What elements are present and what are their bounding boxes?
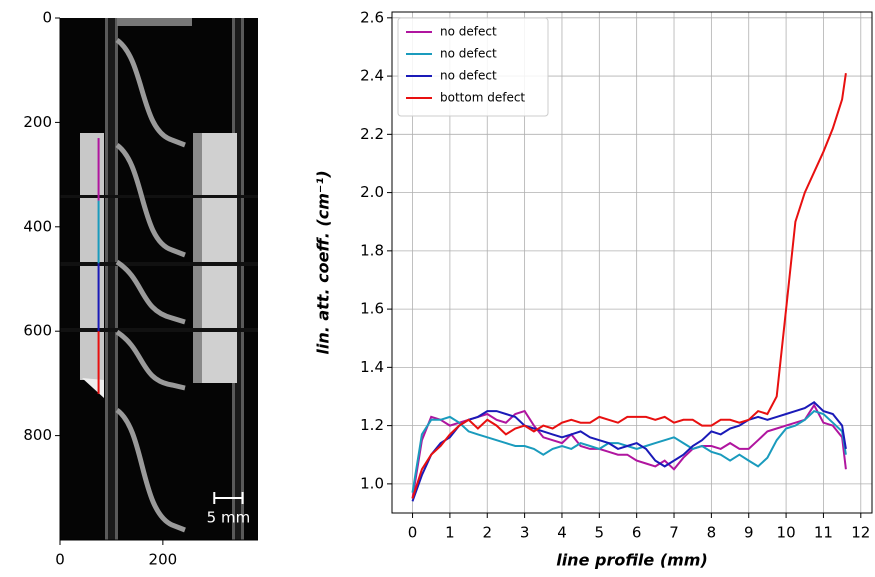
x-tick-label: 3 <box>520 524 530 542</box>
y-tick-label: 400 <box>23 217 52 235</box>
y-tick-label: 800 <box>23 426 52 444</box>
y-tick-label: 1.4 <box>360 358 384 376</box>
x-tick-label: 10 <box>777 524 796 542</box>
y-tick-label: 1.8 <box>360 241 384 259</box>
y-tick-label: 2.0 <box>360 183 384 201</box>
x-tick-label: 1 <box>445 524 455 542</box>
ct-image <box>60 18 258 540</box>
data-line <box>411 409 847 493</box>
legend-label: no defect <box>440 69 497 83</box>
y-tick-label: 1.6 <box>360 300 384 318</box>
legend-label: no defect <box>440 25 497 39</box>
data-line <box>411 401 847 502</box>
y-tick-label: 2.2 <box>360 125 384 143</box>
scale-bar <box>213 492 244 504</box>
x-tick-label: 5 <box>595 524 605 542</box>
y-tick-label: 1.0 <box>360 474 384 492</box>
x-tick-label: 2 <box>482 524 492 542</box>
legend: no defect no defect no defect bottom defect <box>397 17 549 117</box>
x-tick-label: 12 <box>851 524 870 542</box>
x-tick-label: 4 <box>557 524 567 542</box>
x-tick-label: 8 <box>707 524 717 542</box>
y-axis-label: lin. att. coeff. (cm⁻¹) <box>314 170 333 354</box>
y-tick-label: 0 <box>42 9 52 27</box>
y-tick-label: 2.6 <box>360 8 384 26</box>
scale-bar-label: 5 mm <box>207 509 251 527</box>
x-tick-label: 0 <box>55 551 65 569</box>
legend-label: bottom defect <box>440 91 525 105</box>
x-tick-label: 0 <box>408 524 418 542</box>
axes-frame <box>391 11 873 514</box>
y-tick-label: 600 <box>23 322 52 340</box>
x-tick-label: 6 <box>632 524 642 542</box>
data-line <box>411 73 847 499</box>
legend-box <box>397 17 549 117</box>
data-line <box>411 403 847 499</box>
y-tick-label: 1.2 <box>360 416 384 434</box>
x-axis-label: line profile (mm) <box>556 551 708 570</box>
x-tick-label: 9 <box>744 524 754 542</box>
x-tick-label: 11 <box>814 524 833 542</box>
x-tick-label: 7 <box>669 524 679 542</box>
x-tick-label: 200 <box>149 551 178 569</box>
y-tick-label: 200 <box>23 113 52 131</box>
legend-label: no defect <box>440 47 497 61</box>
y-tick-label: 2.4 <box>360 67 384 85</box>
